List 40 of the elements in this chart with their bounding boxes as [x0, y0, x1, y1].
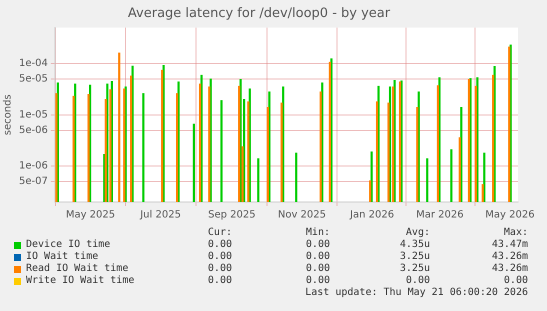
text: 0.00 [306, 251, 330, 263]
text: Min: [306, 227, 330, 239]
text: 0.00 [208, 263, 232, 275]
x-tick-label: May 2025 [66, 210, 116, 221]
text: Cur: [208, 227, 232, 239]
y-tick-label: 5e-06 [18, 124, 48, 136]
text: Avg: [406, 227, 430, 239]
x-tick-label: Jul 2025 [139, 210, 181, 221]
legend-label: IO Wait time [26, 251, 98, 263]
y-axis-title: seconds [2, 94, 14, 136]
text: Last update: Thu May 21 06:00:20 2026 [305, 287, 528, 299]
x-tick-label: Nov 2025 [278, 210, 326, 221]
text: 0.00 [306, 275, 330, 287]
chart-title: Average latency for /dev/loop0 - by year [128, 6, 391, 22]
text: 0.00 [306, 263, 330, 275]
text: 0.00 [208, 275, 232, 287]
text: 0.00 [208, 251, 232, 263]
legend-label: Read IO Wait time [26, 263, 128, 275]
x-tick-label: May 2026 [485, 210, 535, 221]
y-tick-label: 1e-06 [18, 160, 48, 172]
x-tick-label: Mar 2026 [416, 210, 464, 221]
text: 43.26m [492, 263, 528, 275]
text: 0.00 [406, 275, 430, 287]
x-tick-label: Sep 2025 [208, 210, 256, 221]
y-tick-label: 5e-05 [18, 74, 48, 85]
text: 0.00 [504, 275, 528, 287]
x-tick-label: Jan 2026 [349, 210, 394, 221]
text: 3.25u [400, 251, 430, 263]
legend-label: Device IO time [26, 239, 110, 251]
text: 0.00 [208, 239, 232, 251]
text: 0.00 [306, 239, 330, 251]
text: 43.47m [492, 239, 528, 251]
text: 3.25u [400, 263, 430, 275]
text: Max: [504, 227, 528, 239]
text: 43.26m [492, 251, 528, 263]
y-tick-label: 5e-07 [18, 176, 48, 188]
legend-label: Write IO Wait time [26, 275, 134, 287]
text: 4.35u [400, 239, 430, 251]
y-tick-label: 1e-04 [18, 58, 48, 70]
y-tick-label: 1e-05 [18, 109, 48, 120]
